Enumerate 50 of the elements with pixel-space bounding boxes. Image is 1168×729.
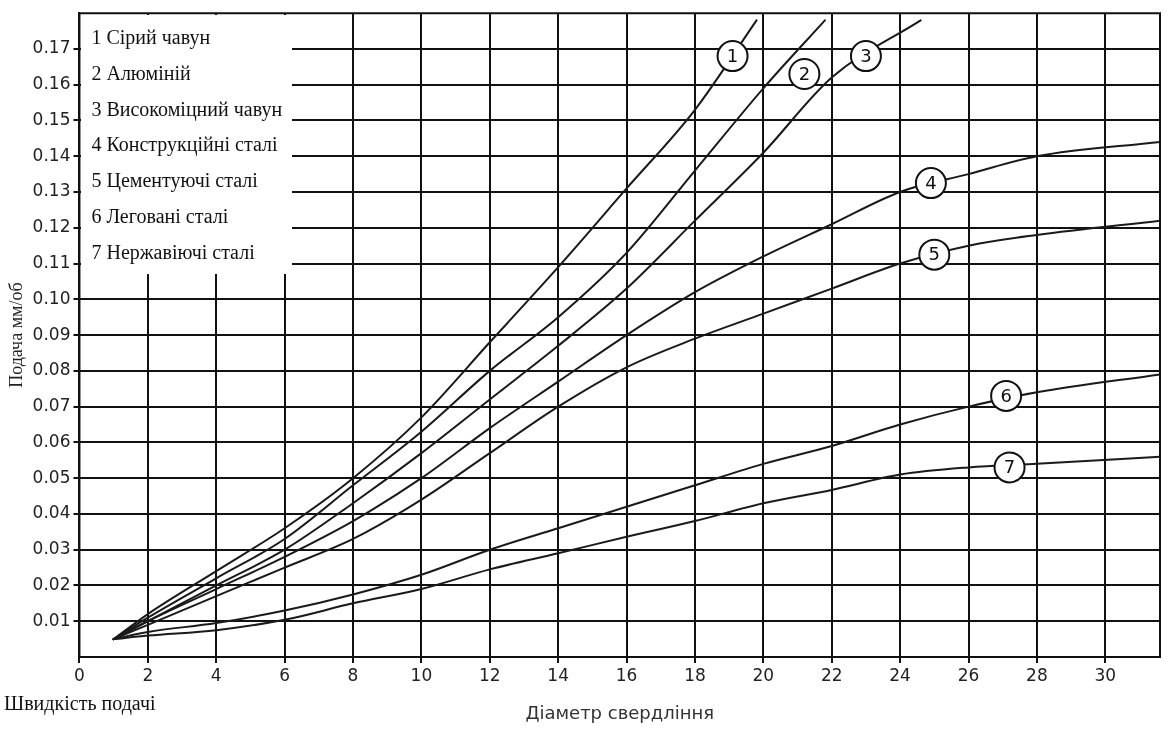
x-tick-label: 4 (210, 664, 222, 685)
x-tick-label: 30 (1094, 664, 1117, 685)
x-tick-label: 24 (889, 664, 911, 685)
x-tick-label: 26 (957, 664, 980, 685)
annotation: 1 Сірий чавун (91, 25, 212, 51)
y-tick-label: 0.03 (32, 538, 71, 559)
annotation: 6 Леговані сталі (91, 203, 230, 229)
annotation: 2 (798, 62, 811, 84)
x-tick-label: 18 (684, 664, 706, 685)
y-tick-label: 0.16 (32, 73, 71, 94)
y-tick-label: 0.06 (32, 430, 71, 451)
x-tick-label: 0 (74, 664, 85, 685)
x-tick-label: 14 (547, 664, 569, 685)
x-axis-title: Діаметр свердління (525, 701, 715, 723)
y-tick-label: 0.15 (32, 108, 71, 129)
y-tick-label: 0.10 (32, 287, 71, 308)
x-tick-label: 10 (410, 664, 433, 685)
text: Швидкість подачі (4, 692, 156, 716)
y-tick-label: 0.02 (32, 573, 71, 594)
x-tick-label: 12 (478, 664, 501, 685)
y-tick-label: 0.14 (32, 144, 71, 165)
y-tick-label: 0.05 (32, 466, 71, 487)
y-tick-label: 0.09 (32, 323, 71, 344)
y-tick-label: 0.01 (32, 609, 71, 630)
y-tick-label: 0.08 (32, 359, 71, 380)
x-tick-label: 22 (820, 664, 843, 685)
annotation: 2 Алюміній (91, 60, 192, 86)
y-tick-label: 0.17 (32, 37, 71, 58)
x-tick-label: 2 (142, 664, 154, 685)
annotation: 5 (928, 243, 941, 265)
annotation: 6 (1000, 384, 1012, 406)
y-tick-label: 0.11 (32, 251, 71, 272)
x-tick-label: 16 (615, 664, 638, 685)
x-tick-label: 28 (1026, 664, 1048, 685)
y-axis-title: Подача мм/об (5, 282, 26, 388)
annotation: 7 (1003, 456, 1016, 478)
y-tick-label: 0.13 (32, 180, 71, 201)
annotation: 3 Високоміцний чавун (91, 96, 283, 123)
y-tick-label: 0.04 (32, 502, 71, 523)
annotation: 7 Нержавіючі сталі (91, 239, 256, 266)
y-tick-label: 0.07 (32, 395, 71, 416)
x-tick-label: 8 (347, 664, 359, 685)
annotation: 1 (726, 44, 739, 66)
annotation: 5 Цементуючі сталі (91, 168, 259, 194)
x-tick-label: 6 (279, 664, 291, 685)
x-tick-label: 20 (752, 664, 775, 685)
annotation: 3 (860, 44, 872, 66)
annotation: 4 Конструкційні сталі (91, 132, 279, 158)
y-tick-label: 0.12 (32, 216, 71, 237)
annotation: 4 (925, 171, 937, 193)
